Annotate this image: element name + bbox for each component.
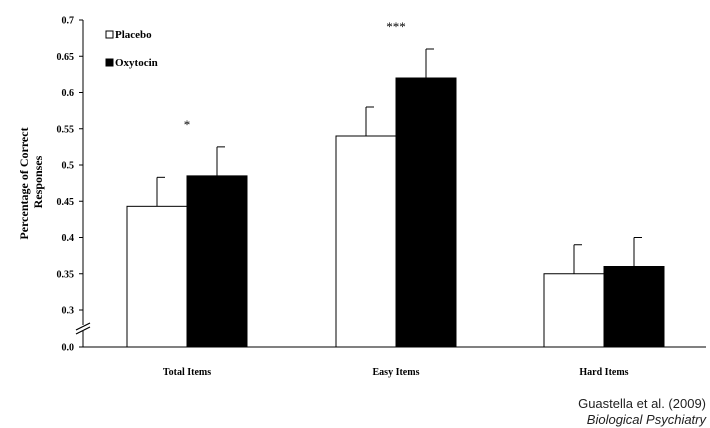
- y-tick-label: 0.6: [62, 88, 75, 99]
- axis-break-mark-2: [75, 326, 91, 335]
- bars: [126, 48, 665, 348]
- y-tick-label: 0.65: [57, 52, 75, 63]
- y-tick-label: 0.45: [57, 197, 75, 208]
- y-tick-label: 0.5: [62, 161, 75, 172]
- credit-journal: Biological Psychiatry: [586, 412, 706, 427]
- significance-marks: ****: [184, 19, 406, 132]
- y-tick-label: 0.55: [57, 124, 75, 135]
- axis-break-mark-1: [75, 322, 91, 331]
- bar-oxytocin: [603, 266, 665, 348]
- significance-marker: ***: [386, 19, 406, 34]
- credit-authors: Guastella et al. (2009): [578, 396, 706, 411]
- bar-placebo: [543, 273, 605, 348]
- y-tick-label: 0.0: [62, 343, 75, 354]
- y-axis-title-line-2: Responses: [31, 155, 45, 208]
- bar-oxytocin: [186, 175, 248, 348]
- y-tick-label: 0.4: [62, 233, 75, 244]
- y-axis-title-line-1: Percentage of Correct: [17, 127, 31, 239]
- category-label: Easy Items: [373, 367, 420, 378]
- legend-label-oxytocin: Oxytocin: [115, 57, 158, 69]
- y-tick-label: 0.35: [57, 269, 75, 280]
- legend-swatch-oxytocin: [105, 58, 114, 67]
- bar-placebo: [126, 205, 188, 348]
- significance-marker: *: [184, 117, 191, 132]
- category-labels: Total Items Easy Items Hard Items: [163, 367, 629, 378]
- bar-placebo: [335, 135, 397, 348]
- y-tick-label: 0.3: [62, 306, 75, 317]
- y-axis-title: Percentage of Correct Responses: [17, 124, 45, 239]
- bar-oxytocin: [395, 77, 457, 348]
- y-tick-label: 0.7: [62, 16, 75, 27]
- category-label: Hard Items: [579, 367, 628, 378]
- category-label: Total Items: [163, 367, 211, 378]
- legend-swatch-placebo: [105, 30, 114, 39]
- legend: Placebo Oxytocin: [105, 29, 158, 69]
- legend-label-placebo: Placebo: [115, 29, 152, 41]
- y-ticks: 0.0 0.3 0.35 0.4 0.45 0.5 0.55 0.6 0.65 0.7: [57, 16, 83, 354]
